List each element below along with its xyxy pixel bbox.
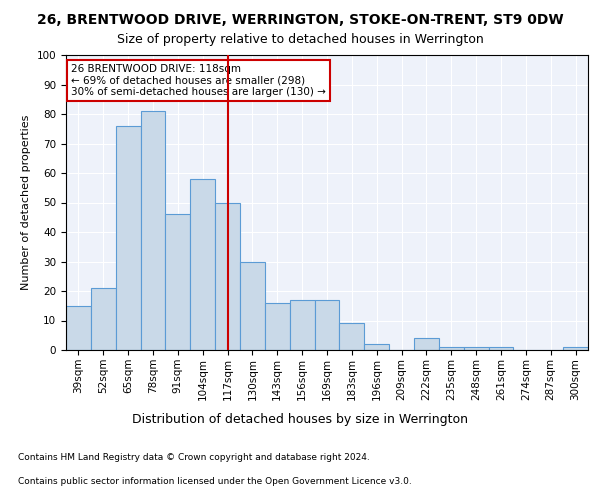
Bar [464,347,488,350]
Bar [190,179,215,350]
Text: Size of property relative to detached houses in Werrington: Size of property relative to detached ho… [116,32,484,46]
Bar [290,300,314,350]
Bar [439,347,464,350]
Bar [563,347,588,350]
Text: Contains public sector information licensed under the Open Government Licence v3: Contains public sector information licen… [18,477,412,486]
Bar [488,347,514,350]
Bar [166,214,190,350]
Bar [215,202,240,350]
Text: Distribution of detached houses by size in Werrington: Distribution of detached houses by size … [132,412,468,426]
Bar [66,306,91,350]
Bar [240,262,265,350]
Bar [364,344,389,350]
Bar [314,300,340,350]
Bar [140,111,166,350]
Y-axis label: Number of detached properties: Number of detached properties [21,115,31,290]
Bar [414,338,439,350]
Bar [340,324,364,350]
Bar [91,288,116,350]
Text: Contains HM Land Registry data © Crown copyright and database right 2024.: Contains HM Land Registry data © Crown c… [18,454,370,462]
Text: 26, BRENTWOOD DRIVE, WERRINGTON, STOKE-ON-TRENT, ST9 0DW: 26, BRENTWOOD DRIVE, WERRINGTON, STOKE-O… [37,12,563,26]
Bar [116,126,140,350]
Text: 26 BRENTWOOD DRIVE: 118sqm
← 69% of detached houses are smaller (298)
30% of sem: 26 BRENTWOOD DRIVE: 118sqm ← 69% of deta… [71,64,326,97]
Bar [265,303,290,350]
